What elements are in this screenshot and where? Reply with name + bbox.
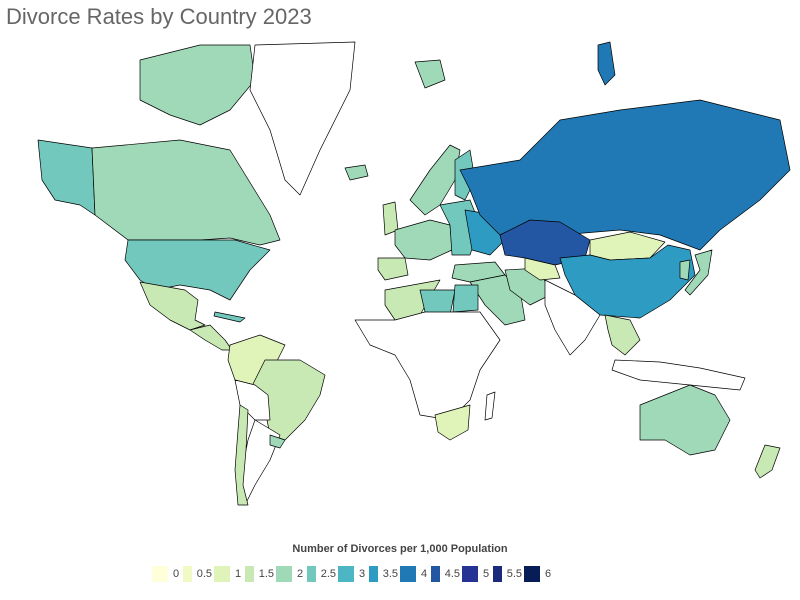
region-novaya-zemlya[interactable]	[597, 41, 616, 86]
region-new-zealand[interactable]	[754, 444, 781, 479]
legend-swatch	[462, 566, 478, 582]
region-alaska[interactable]	[37, 139, 96, 216]
legend-label: 6	[545, 568, 552, 580]
legend-item: 1.5	[245, 566, 274, 582]
region-south-asia[interactable]	[544, 279, 601, 356]
legend-swatch	[493, 566, 502, 582]
region-canada[interactable]	[91, 139, 281, 246]
legend-label: 4.5	[444, 568, 460, 580]
region-uruguay[interactable]	[269, 434, 286, 449]
legend-swatch	[338, 566, 354, 582]
map-title: Divorce Rates by Country 2023	[6, 4, 312, 29]
region-svalbard[interactable]	[414, 59, 446, 89]
region-iceland[interactable]	[344, 164, 369, 181]
legend-label: 1.5	[258, 568, 274, 580]
region-central-asia[interactable]	[524, 257, 561, 281]
legend-item: 2.5	[307, 566, 336, 582]
legend-swatch	[431, 566, 440, 582]
legend-title: Number of Divorces per 1,000 Population	[292, 543, 508, 555]
legend-swatch	[307, 566, 316, 582]
legend-item: 4	[400, 566, 429, 582]
legend-swatch	[214, 566, 230, 582]
region-australia[interactable]	[639, 384, 731, 456]
region-japan[interactable]	[684, 249, 713, 296]
legend-label: 3.5	[382, 568, 398, 580]
region-mexico[interactable]	[139, 281, 206, 331]
legend-item: 0	[152, 566, 181, 582]
region-central-america[interactable]	[189, 324, 233, 351]
land-regions	[37, 41, 791, 506]
legend-swatch	[152, 566, 168, 582]
legend-item: 6	[524, 566, 553, 582]
region-libya[interactable]	[419, 289, 456, 316]
legend-label: 2	[297, 568, 304, 580]
region-egypt[interactable]	[452, 284, 479, 313]
legend-item: 3	[338, 566, 367, 582]
region-usa[interactable]	[124, 239, 271, 301]
legend-label: 4	[421, 568, 428, 580]
legend-label: 5	[483, 568, 490, 580]
legend-swatch	[245, 566, 254, 582]
legend-swatch	[524, 566, 540, 582]
legend-swatch	[276, 566, 292, 582]
region-greenland[interactable]	[249, 41, 356, 196]
region-south-africa[interactable]	[434, 404, 471, 441]
legend-label: 5.5	[506, 568, 522, 580]
region-madagascar[interactable]	[484, 391, 496, 421]
legend-swatch	[183, 566, 192, 582]
legend-item: 1	[214, 566, 243, 582]
legend-item: 4.5	[431, 566, 460, 582]
legend-item: 0.5	[183, 566, 212, 582]
region-southeast-asia[interactable]	[604, 314, 641, 356]
legend-item: 3.5	[369, 566, 398, 582]
legend-label: 0	[173, 568, 180, 580]
region-indonesia[interactable]	[611, 359, 746, 391]
legend-swatch	[400, 566, 416, 582]
region-arctic-canada[interactable]	[139, 44, 256, 126]
color-legend: 0 0.5 1 1.5 2 2.5 3 3.5 4 4.5 5 5.5 6	[152, 566, 553, 582]
region-cuba[interactable]	[213, 311, 246, 323]
region-chile[interactable]	[234, 404, 249, 506]
legend-label: 0.5	[196, 568, 212, 580]
legend-item: 2	[276, 566, 305, 582]
legend-label: 3	[359, 568, 366, 580]
region-western-europe[interactable]	[394, 219, 453, 261]
legend-item: 5	[462, 566, 491, 582]
region-korea[interactable]	[679, 259, 691, 281]
region-russia[interactable]	[459, 99, 791, 251]
region-sub-saharan-africa[interactable]	[354, 311, 501, 421]
legend-label: 2.5	[320, 568, 336, 580]
legend-swatch	[369, 566, 378, 582]
region-iberia[interactable]	[377, 257, 409, 281]
choropleth-map	[37, 41, 791, 506]
legend-item: 5.5	[493, 566, 522, 582]
legend-label: 1	[235, 568, 242, 580]
